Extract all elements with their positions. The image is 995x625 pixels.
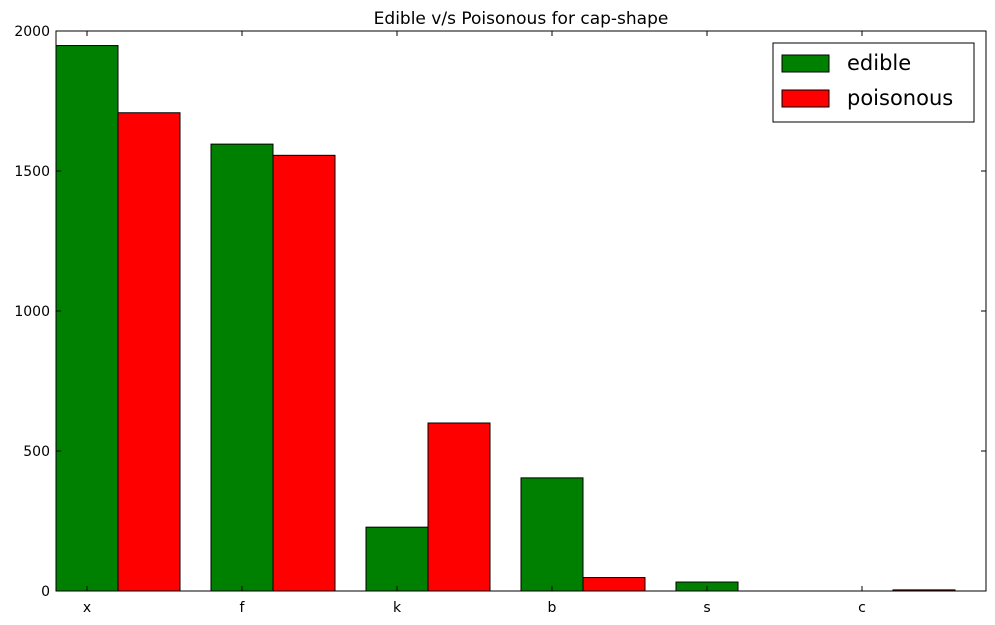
bar-poisonous-x bbox=[117, 112, 181, 592]
x-tick-label-x: x bbox=[83, 600, 91, 616]
ticks-layer: 0 500 1000 1500 2000 x f k b s c bbox=[14, 24, 986, 616]
x-tick-label-s: s bbox=[703, 600, 710, 616]
x-tick-label-b: b bbox=[548, 600, 557, 616]
y-tick-label: 0 bbox=[41, 584, 50, 600]
bars-layer bbox=[55, 45, 956, 592]
y-tick-label: 500 bbox=[23, 444, 50, 460]
x-tick-label-c: c bbox=[858, 600, 866, 616]
legend-box bbox=[772, 42, 975, 123]
bar-edible-f bbox=[210, 143, 274, 592]
bar-poisonous-k bbox=[427, 422, 491, 592]
y-tick-label: 1500 bbox=[14, 164, 50, 180]
x-tick-label-f: f bbox=[240, 600, 246, 616]
x-tick-label-k: k bbox=[393, 600, 402, 616]
chart-title: Edible v/s Poisonous for cap-shape bbox=[374, 9, 669, 29]
y-tick-label: 1000 bbox=[14, 304, 50, 320]
legend-swatch-edible bbox=[781, 54, 830, 73]
bar-edible-b bbox=[520, 477, 584, 592]
bar-poisonous-f bbox=[272, 154, 336, 592]
bar-poisonous-b bbox=[582, 577, 646, 592]
legend: edible poisonous bbox=[772, 42, 975, 123]
legend-label-poisonous: poisonous bbox=[847, 86, 953, 110]
legend-swatch-poisonous bbox=[781, 89, 830, 108]
bar-edible-k bbox=[365, 526, 429, 592]
y-tick-label: 2000 bbox=[14, 24, 50, 40]
bar-edible-x bbox=[55, 45, 119, 592]
legend-label-edible: edible bbox=[847, 51, 911, 75]
